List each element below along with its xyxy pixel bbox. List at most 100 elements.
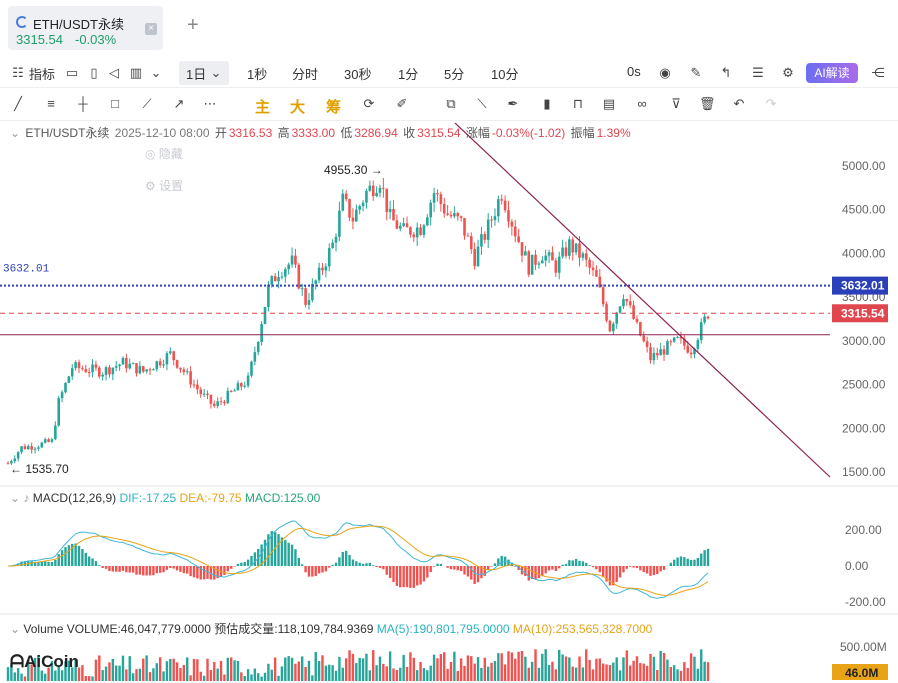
period-1s[interactable]: 1秒 [247, 67, 268, 82]
undo-icon[interactable]: ↶ [733, 96, 745, 111]
undo-layout-icon[interactable]: ↰ [720, 65, 732, 80]
volume-bar [429, 665, 432, 681]
brush-icon[interactable]: ✒ [507, 96, 519, 111]
indicators-button[interactable]: 指标 [29, 67, 56, 82]
chips-button[interactable]: 筹 [326, 99, 342, 116]
magnet-icon[interactable]: ✐ [396, 96, 408, 111]
camera-icon[interactable]: ◉ [659, 65, 671, 80]
candle-body [118, 364, 121, 367]
candle-body [6, 463, 10, 465]
refresh-icon[interactable]: ⟳ [363, 96, 375, 111]
volume-bar [561, 654, 564, 681]
chart-type-icon[interactable]: ▥ [129, 65, 143, 80]
collapse-icon[interactable]: ⌄ [10, 622, 21, 636]
macd-bar [87, 556, 91, 566]
macd-dif: DIF:-17.25 [119, 491, 177, 505]
candle-body [67, 376, 71, 383]
volume-bar [530, 661, 534, 681]
volume-bar [304, 666, 307, 681]
note-icon[interactable]: ▤ [602, 96, 616, 111]
parallel-tool-icon[interactable]: ≡ [47, 96, 55, 111]
draw-pen-icon[interactable]: ✎ [690, 65, 702, 80]
macd-bar [111, 566, 115, 572]
collapse-icon[interactable]: ⌄ [10, 491, 21, 505]
volume-bar [662, 652, 666, 681]
macd-bar [223, 566, 226, 576]
candle-body [395, 220, 399, 229]
rectangle-tool-icon[interactable]: □ [111, 96, 119, 111]
gear-icon[interactable]: ⚙ [782, 65, 794, 80]
period-10m[interactable]: 10分 [491, 67, 519, 82]
volume-bar [192, 658, 196, 681]
hline-tool-icon[interactable]: ┼ [78, 96, 88, 111]
volume-bar [470, 656, 473, 681]
candle-body [398, 225, 402, 229]
indicator-icon[interactable]: ☷ [12, 65, 24, 80]
trendline-tool-icon[interactable]: ╱ [14, 96, 22, 111]
replay-icon[interactable]: ◁ [109, 65, 119, 80]
period-30s[interactable]: 30秒 [344, 67, 372, 82]
candle-body [317, 267, 321, 281]
chevron-down-icon[interactable]: ⌄ [210, 65, 222, 80]
redo-icon[interactable]: ↷ [765, 96, 777, 111]
y-tick-label: 5000.00 [842, 159, 886, 173]
list-icon[interactable]: ☰ [752, 65, 764, 80]
ruler-icon[interactable]: ⟍ [477, 96, 487, 111]
candle-body [152, 369, 155, 371]
candle-body [544, 255, 547, 261]
volume-bar [683, 662, 686, 681]
period-1d[interactable]: 1日 [186, 67, 207, 82]
chevron-down-icon[interactable]: ⌄ [150, 65, 162, 80]
period-5m[interactable]: 5分 [444, 67, 465, 82]
add-tab-icon[interactable]: + [187, 14, 199, 36]
volume-bar [280, 666, 284, 681]
macd-bar [395, 566, 399, 586]
macd-bar [419, 566, 422, 585]
volume-bar [206, 658, 209, 681]
period-timeshare[interactable]: 分时 [292, 67, 319, 82]
layout-icon[interactable]: ▭ [65, 65, 79, 80]
volume-bar [307, 660, 311, 681]
candle-body [344, 193, 348, 200]
candle-body [459, 216, 463, 218]
macd-bar [202, 566, 206, 580]
trash-icon[interactable]: 🗑 [699, 96, 716, 111]
share-icon[interactable]: ⋲ [871, 65, 885, 80]
candle-body [240, 383, 243, 387]
lock-icon[interactable]: ⊓ [572, 96, 584, 111]
close-icon[interactable]: × [145, 23, 157, 35]
symbol-tab[interactable]: ETH/USDT永续 3315.54 -0.03% × [8, 6, 163, 50]
candle-body [54, 425, 57, 440]
candle-body [98, 367, 101, 377]
collapse-icon[interactable]: ⌄ [10, 126, 21, 140]
volume-bar [480, 667, 483, 681]
volume-value: VOLUME:46,047,779.0000 [66, 622, 211, 636]
arrow-tool-icon[interactable]: ↗ [173, 96, 185, 111]
ray-tool-icon[interactable]: ⟋ [142, 96, 152, 111]
big-order-button[interactable]: 大 [290, 99, 306, 116]
candle-body [595, 270, 598, 277]
candle-body [622, 299, 625, 307]
candle-body [574, 243, 578, 253]
link-icon[interactable]: ∞ [637, 96, 647, 111]
filter-icon[interactable]: ⊽ [671, 96, 681, 111]
volume-ma5: MA(5):190,801,795.0000 [376, 622, 510, 636]
candle-body [686, 345, 690, 353]
volume-bar [585, 649, 588, 681]
template-icon[interactable]: ▯ [90, 65, 98, 80]
main-force-button[interactable]: 主 [255, 99, 271, 116]
copy-icon[interactable]: ⧉ [446, 96, 456, 111]
chart-canvas[interactable]: 5000.004500.004000.003500.003000.002500.… [0, 121, 898, 683]
bell-icon[interactable]: ♪ [23, 491, 30, 505]
macd-bar [500, 555, 503, 566]
volume-bar [74, 658, 77, 681]
candle-body [277, 277, 280, 282]
candle-body [679, 336, 683, 339]
ai-analysis-button[interactable]: AI解读 [806, 63, 858, 83]
candle-body [442, 203, 446, 214]
macd-bar [138, 566, 142, 575]
volume-bar [6, 667, 10, 681]
period-1m[interactable]: 1分 [398, 67, 419, 82]
candles-icon[interactable]: ▮ [543, 96, 551, 111]
more-tools-icon[interactable]: ⋯ [203, 96, 217, 111]
